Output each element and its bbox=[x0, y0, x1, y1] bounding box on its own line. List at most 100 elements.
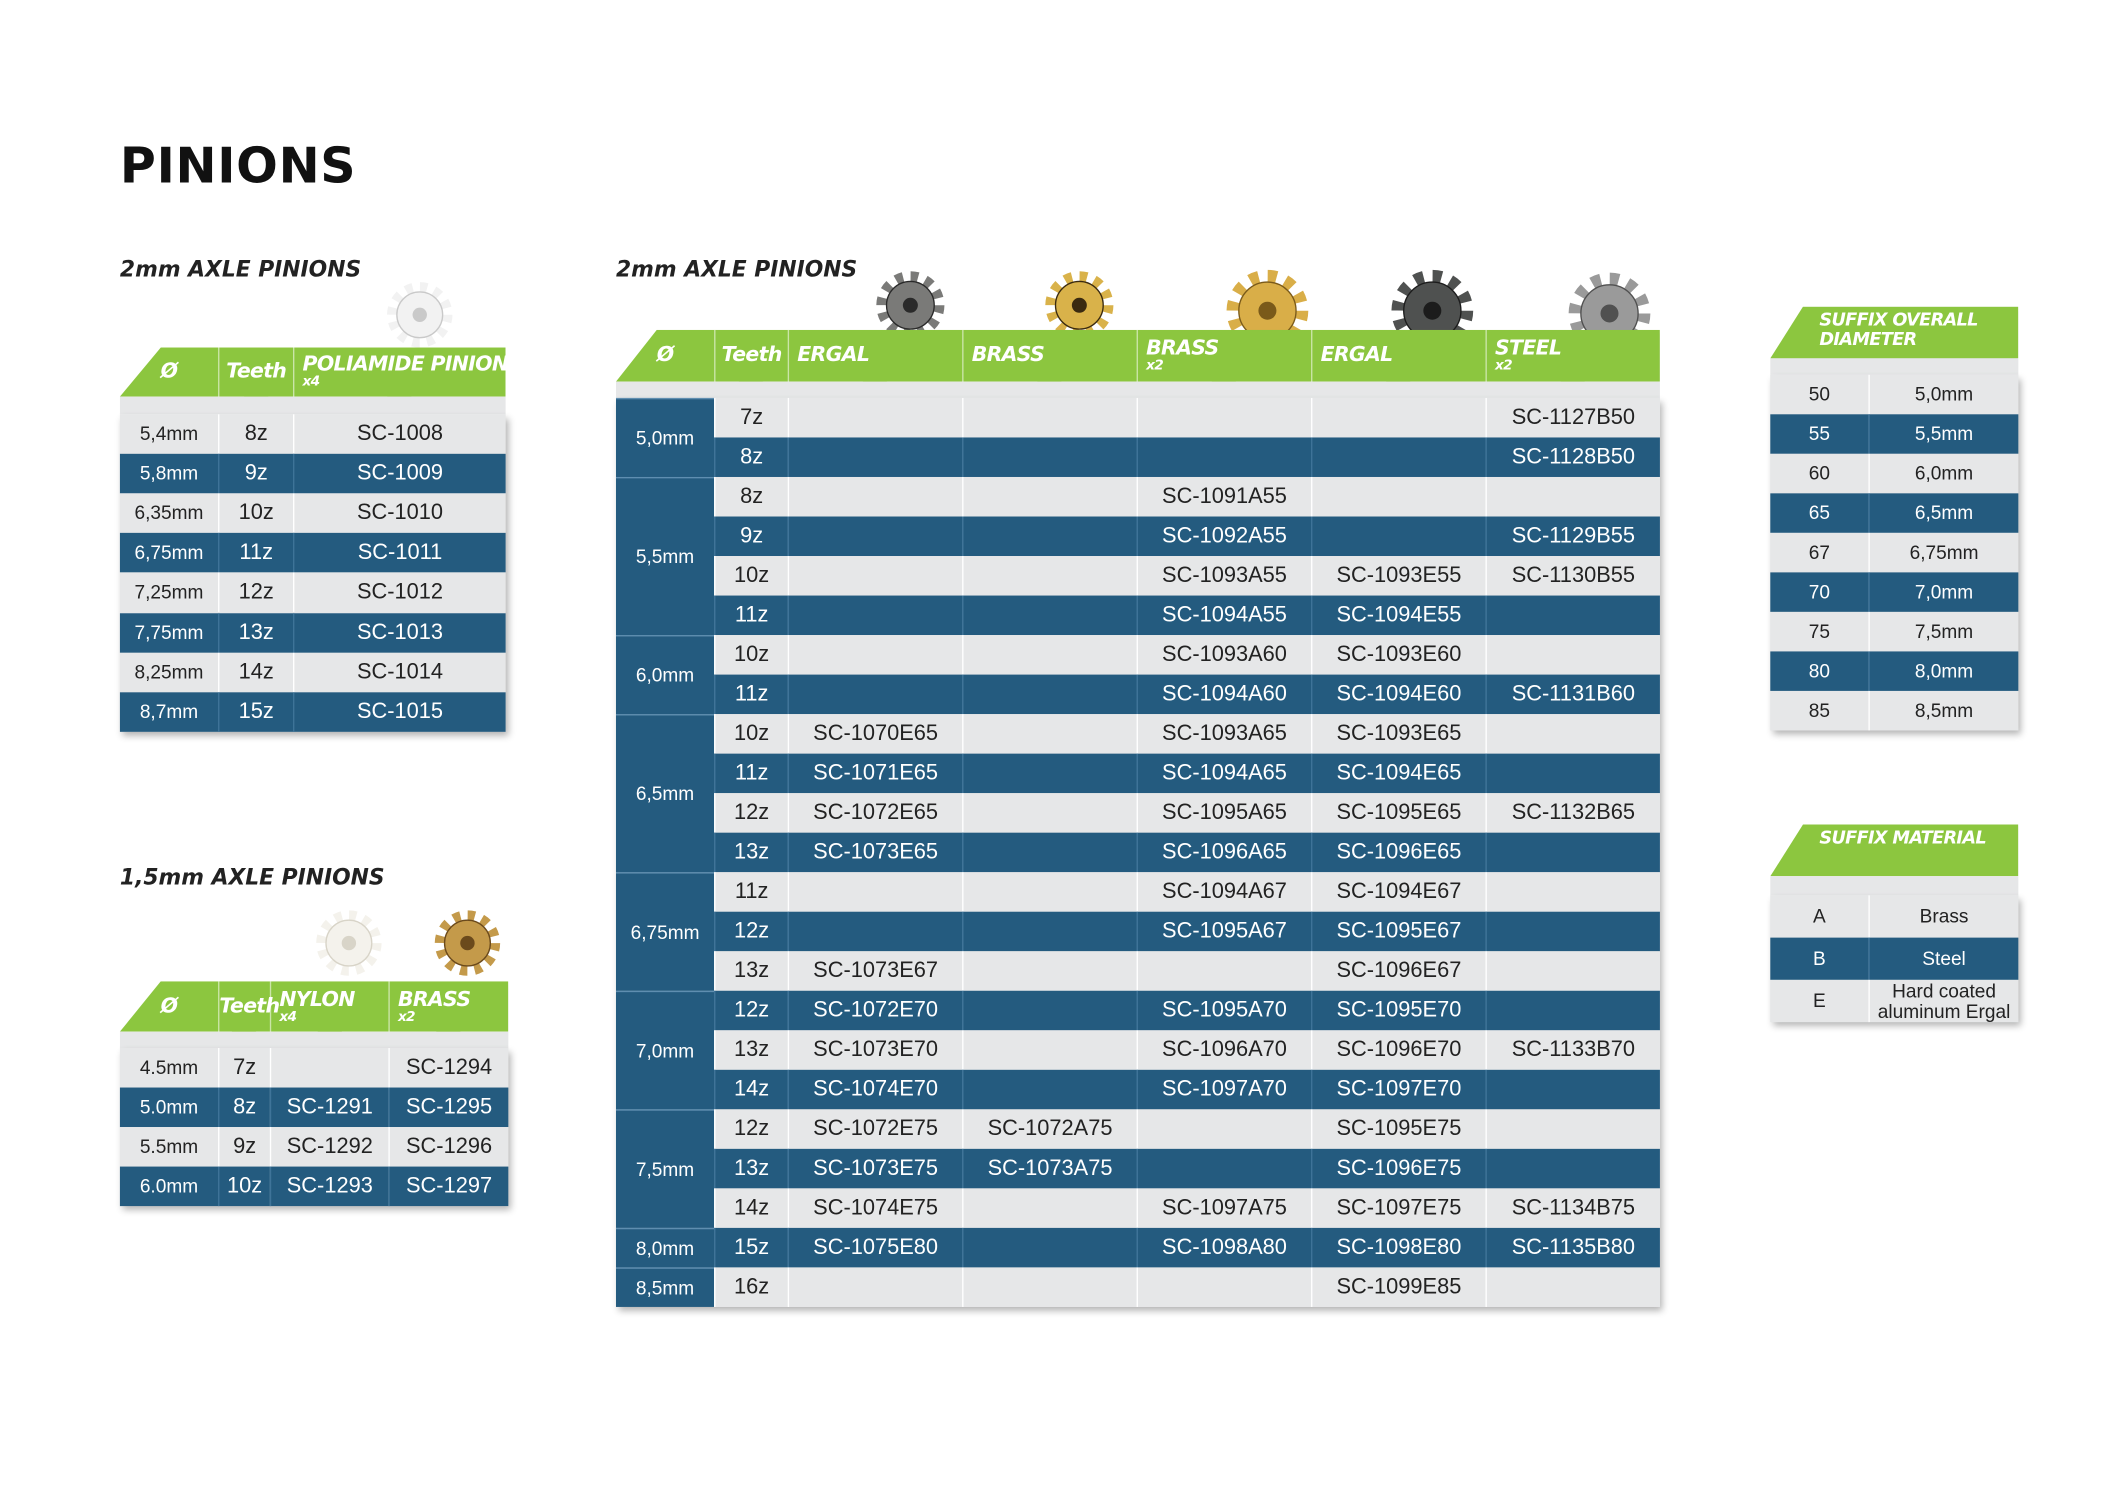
teeth-cell: 16z bbox=[714, 1267, 788, 1307]
code-cell: SC-1094E55 bbox=[1311, 595, 1486, 636]
teeth-cell: 9z bbox=[714, 516, 788, 557]
code-cell bbox=[962, 476, 1137, 517]
header-cell: BRASS x2 bbox=[1136, 329, 1311, 382]
code-cell: SC-1072E65 bbox=[787, 793, 963, 833]
header-label: NYLON bbox=[279, 986, 355, 1011]
code-cell bbox=[962, 1069, 1137, 1110]
code-cell: SC-1095E70 bbox=[1311, 990, 1486, 1031]
code-cell bbox=[962, 1267, 1137, 1307]
code-cell bbox=[787, 911, 963, 952]
table-cell: 8,0mm bbox=[1868, 651, 2019, 691]
code-cell: SC-1073E67 bbox=[787, 951, 963, 991]
code-cell bbox=[787, 516, 963, 557]
table-cell: SC-1296 bbox=[388, 1127, 509, 1167]
table-cell: 9z bbox=[218, 453, 294, 494]
code-cell: SC-1096E67 bbox=[1311, 951, 1486, 991]
table-cell: SC-1015 bbox=[293, 691, 506, 732]
code-cell: SC-1072E70 bbox=[787, 990, 963, 1031]
table-cell: 8z bbox=[218, 414, 294, 454]
code-cell: SC-1096E70 bbox=[1311, 1030, 1486, 1070]
table-cell: Hard coated aluminum Ergal bbox=[1868, 979, 2019, 1023]
teeth-cell: 13z bbox=[714, 951, 788, 991]
code-cell bbox=[1485, 832, 1660, 873]
header-cell: BRASS bbox=[962, 329, 1136, 382]
diameter-cell: 5,0mm bbox=[615, 397, 715, 477]
code-cell bbox=[962, 793, 1137, 833]
gear-icon bbox=[434, 910, 501, 976]
gear-icon bbox=[1391, 269, 1474, 352]
code-cell: SC-1098A80 bbox=[1136, 1227, 1312, 1268]
teeth-cell: 11z bbox=[714, 674, 788, 715]
table-cell: 8,25mm bbox=[119, 652, 219, 692]
header-label: Ø bbox=[160, 992, 178, 1018]
code-cell: SC-1073E70 bbox=[787, 1030, 963, 1070]
code-cell: SC-1095A67 bbox=[1136, 911, 1312, 952]
header-label: BRASS bbox=[397, 986, 471, 1011]
code-cell bbox=[962, 872, 1137, 912]
header-gap bbox=[119, 396, 506, 415]
gear-icon bbox=[316, 910, 382, 976]
teeth-cell: 12z bbox=[714, 990, 788, 1031]
code-cell bbox=[962, 595, 1137, 636]
code-cell bbox=[962, 832, 1137, 873]
code-cell: SC-1096E65 bbox=[1311, 832, 1486, 873]
table-cell: SC-1011 bbox=[293, 533, 506, 573]
table-cell: 6,0mm bbox=[1868, 453, 2019, 494]
table-cell: SC-1291 bbox=[269, 1087, 389, 1128]
diameter-cell: 6,0mm bbox=[615, 635, 715, 715]
table-cell: 6,5mm bbox=[1868, 493, 2019, 533]
header-label: Teeth bbox=[721, 342, 783, 367]
code-cell bbox=[1485, 1148, 1660, 1189]
code-cell: SC-1093E60 bbox=[1311, 635, 1486, 675]
code-cell bbox=[1485, 1267, 1660, 1307]
code-cell bbox=[962, 674, 1137, 715]
table-cell: 13z bbox=[218, 612, 294, 653]
table-cell: 60 bbox=[1770, 453, 1869, 494]
code-cell bbox=[962, 753, 1137, 794]
header-cell: Teeth bbox=[714, 329, 788, 382]
table-cell: 8z bbox=[218, 1087, 270, 1128]
code-cell: SC-1096A65 bbox=[1136, 832, 1312, 873]
table-cell: 6,35mm bbox=[119, 493, 219, 534]
header-label: Ø bbox=[160, 358, 178, 383]
header-cell: Teeth bbox=[218, 347, 293, 397]
table-cell: 75 bbox=[1770, 611, 1869, 652]
code-cell: SC-1093E55 bbox=[1311, 556, 1486, 596]
table-cell: 14z bbox=[218, 652, 294, 692]
header-cell: POLIAMIDE PINIONS x4 bbox=[293, 347, 506, 397]
code-cell: SC-1098E80 bbox=[1311, 1227, 1486, 1268]
code-cell bbox=[787, 674, 963, 715]
table-cell: 5,0mm bbox=[1868, 374, 2019, 415]
code-cell bbox=[962, 951, 1137, 991]
header-label: STEEL bbox=[1495, 335, 1562, 360]
table-cell: 9z bbox=[218, 1127, 270, 1167]
header-label: SUFFIX MATERIAL bbox=[1819, 828, 1986, 850]
header-cell: Teeth bbox=[218, 981, 280, 1032]
table-cell: SC-1297 bbox=[388, 1166, 509, 1207]
teeth-cell: 8z bbox=[714, 476, 788, 517]
table-cell: 10z bbox=[218, 493, 294, 534]
table-cell: 7,5mm bbox=[1868, 611, 2019, 652]
code-cell: SC-1133B70 bbox=[1485, 1030, 1660, 1070]
header-gap bbox=[1770, 876, 2019, 896]
header-label: Teeth bbox=[226, 358, 287, 383]
teeth-cell: 12z bbox=[714, 793, 788, 833]
code-cell bbox=[1485, 753, 1660, 794]
code-cell: SC-1091A55 bbox=[1136, 476, 1312, 517]
table-cell: SC-1293 bbox=[269, 1166, 389, 1207]
code-cell: SC-1096A70 bbox=[1136, 1030, 1312, 1070]
code-cell bbox=[1485, 1069, 1660, 1110]
header-gap bbox=[119, 1031, 509, 1049]
code-cell: SC-1127B50 bbox=[1485, 397, 1660, 438]
table-cell: 8,7mm bbox=[119, 691, 219, 732]
code-cell bbox=[787, 635, 963, 675]
code-cell bbox=[1311, 516, 1486, 557]
code-cell bbox=[787, 397, 963, 438]
diameter-cell: 7,5mm bbox=[615, 1109, 715, 1228]
table-cell bbox=[269, 1048, 389, 1088]
table-cell: SC-1295 bbox=[388, 1087, 509, 1128]
code-cell bbox=[1136, 437, 1312, 477]
teeth-cell: 10z bbox=[714, 635, 788, 675]
code-cell bbox=[1485, 872, 1660, 912]
